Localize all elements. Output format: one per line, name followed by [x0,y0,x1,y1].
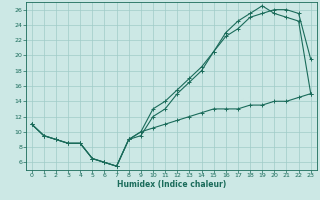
X-axis label: Humidex (Indice chaleur): Humidex (Indice chaleur) [116,180,226,189]
